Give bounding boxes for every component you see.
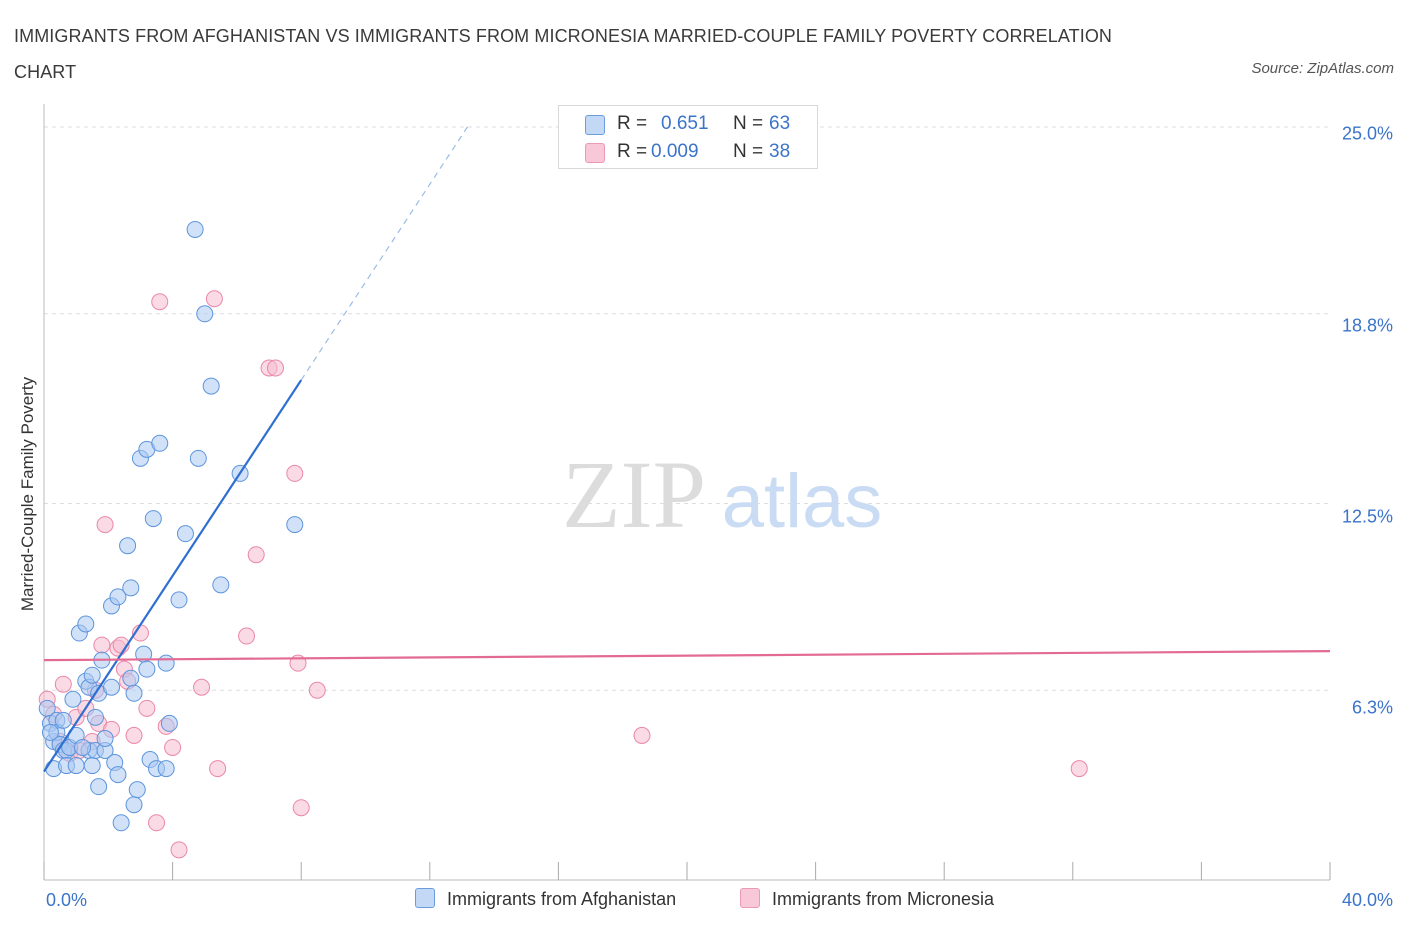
r-value: 0.009 xyxy=(651,141,699,162)
legend-item-micronesia[interactable]: Immigrants from Micronesia xyxy=(740,888,994,910)
micronesia-point xyxy=(125,726,143,744)
afghanistan-point xyxy=(83,757,101,775)
micronesia-point xyxy=(1070,760,1088,778)
micronesia-point xyxy=(148,814,166,832)
grid-lines xyxy=(44,126,1330,691)
micronesia-point xyxy=(54,675,72,693)
afghanistan-points xyxy=(38,220,304,832)
afghanistan-point xyxy=(64,690,82,708)
r-value: 0.651 xyxy=(661,113,709,134)
afghanistan-point xyxy=(176,525,194,543)
r-label: R = xyxy=(617,113,648,134)
micronesia-point xyxy=(266,359,284,377)
watermark-zip: ZIP xyxy=(562,441,706,548)
micronesia-point xyxy=(193,678,211,696)
afghanistan-trend-line xyxy=(43,379,303,773)
afghanistan-point xyxy=(170,591,188,609)
afghanistan-point xyxy=(189,449,207,467)
afghanistan-trend-extension xyxy=(300,125,469,381)
micronesia-point xyxy=(247,546,265,564)
afghanistan-point xyxy=(109,588,127,606)
y-tick-label: 12.5% xyxy=(1341,506,1393,527)
legend-label: Immigrants from Micronesia xyxy=(772,889,995,909)
afghanistan-point xyxy=(41,723,59,741)
afghanistan-point xyxy=(157,654,175,672)
y-tick-label: 25.0% xyxy=(1341,123,1393,144)
source-label: Source: ZipAtlas.com xyxy=(1251,60,1394,77)
afghanistan-point xyxy=(119,537,137,555)
afghanistan-point xyxy=(112,814,130,832)
legend-swatch-pink xyxy=(740,888,760,908)
stats-box: R = 0.651 N = 63 R = 0.009 N = 38 xyxy=(558,105,818,169)
afghanistan-point xyxy=(103,678,121,696)
micronesia-trend-line xyxy=(43,650,1331,662)
afghanistan-point xyxy=(74,738,92,756)
afghanistan-point xyxy=(96,729,114,747)
afghanistan-point xyxy=(67,757,85,775)
n-value: 38 xyxy=(769,141,791,162)
afghanistan-point xyxy=(157,760,175,778)
afghanistan-point xyxy=(144,510,162,528)
micronesia-point xyxy=(205,290,223,308)
r-label: R = xyxy=(617,141,648,162)
x-tick-label: 40.0% xyxy=(1341,890,1393,910)
afghanistan-point xyxy=(186,220,204,238)
micronesia-point xyxy=(292,799,310,817)
afghanistan-point xyxy=(86,708,104,726)
afghanistan-point xyxy=(122,579,140,597)
afghanistan-point xyxy=(77,615,95,633)
afghanistan-point xyxy=(196,305,214,323)
afghanistan-point xyxy=(160,714,178,732)
chart-title: IMMIGRANTS FROM AFGHANISTAN VS IMMIGRANT… xyxy=(14,26,1113,82)
afghanistan-point xyxy=(83,666,101,684)
micronesia-point xyxy=(209,760,227,778)
afghanistan-point xyxy=(125,684,143,702)
micronesia-point xyxy=(164,738,182,756)
micronesia-points xyxy=(38,290,1088,859)
afghanistan-point xyxy=(151,434,169,452)
n-label: N = xyxy=(733,113,764,134)
micronesia-point xyxy=(151,293,169,311)
micronesia-point xyxy=(138,699,156,717)
micronesia-point xyxy=(96,516,114,534)
n-value: 63 xyxy=(769,113,791,134)
swatch-pink xyxy=(585,143,605,163)
axes xyxy=(43,104,1331,881)
y-tick-label: 6.3% xyxy=(1351,697,1393,718)
swatch-blue xyxy=(585,115,605,135)
afghanistan-point xyxy=(125,796,143,814)
afghanistan-point xyxy=(54,711,72,729)
afghanistan-point xyxy=(138,660,156,678)
y-axis-label: Married-Couple Family Poverty xyxy=(18,376,37,612)
micronesia-point xyxy=(238,627,256,645)
x-tick-label: 0.0% xyxy=(46,890,88,910)
micronesia-point xyxy=(286,464,304,482)
afghanistan-point xyxy=(122,669,140,687)
micronesia-point xyxy=(93,636,111,654)
afghanistan-point xyxy=(128,781,146,799)
n-label: N = xyxy=(733,141,764,162)
afghanistan-point xyxy=(212,576,230,594)
legend-swatch-blue xyxy=(415,888,435,908)
watermark-atlas: atlas xyxy=(722,459,883,544)
legend-label: Immigrants from Afghanistan xyxy=(447,889,677,909)
legend-item-afghanistan[interactable]: Immigrants from Afghanistan xyxy=(415,888,676,910)
afghanistan-point xyxy=(90,778,108,796)
afghanistan-point xyxy=(202,377,220,395)
afghanistan-point xyxy=(109,766,127,784)
y-tick-label: 18.8% xyxy=(1341,315,1393,336)
afghanistan-point xyxy=(286,516,304,534)
micronesia-point xyxy=(633,726,651,744)
micronesia-point xyxy=(170,841,188,859)
micronesia-point xyxy=(308,681,326,699)
trend-lines xyxy=(43,125,1331,773)
